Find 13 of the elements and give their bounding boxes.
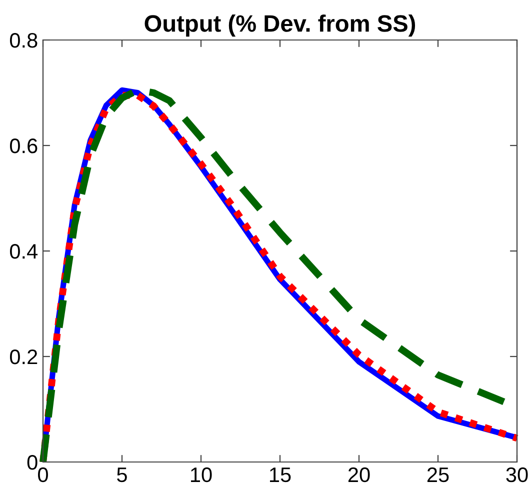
x-tick-label: 25 (427, 467, 449, 482)
x-tick-label: 15 (270, 468, 291, 482)
x-tick-label: 10 (191, 467, 212, 482)
chart-title: Output (% Dev. from SS) (144, 14, 416, 37)
y-tick-label: 0.4 (10, 244, 38, 259)
y-tick-label: 0.2 (10, 350, 38, 364)
x-tick-label: 5 (117, 468, 127, 482)
y-tick-label: 0 (27, 455, 38, 470)
x-tick-label: 20 (348, 467, 370, 482)
y-tick-label: 0.6 (10, 138, 38, 154)
x-tick-label: 0 (38, 467, 48, 482)
x-tick-label: 30 (506, 467, 528, 482)
y-tick-label: 0.8 (10, 33, 38, 48)
